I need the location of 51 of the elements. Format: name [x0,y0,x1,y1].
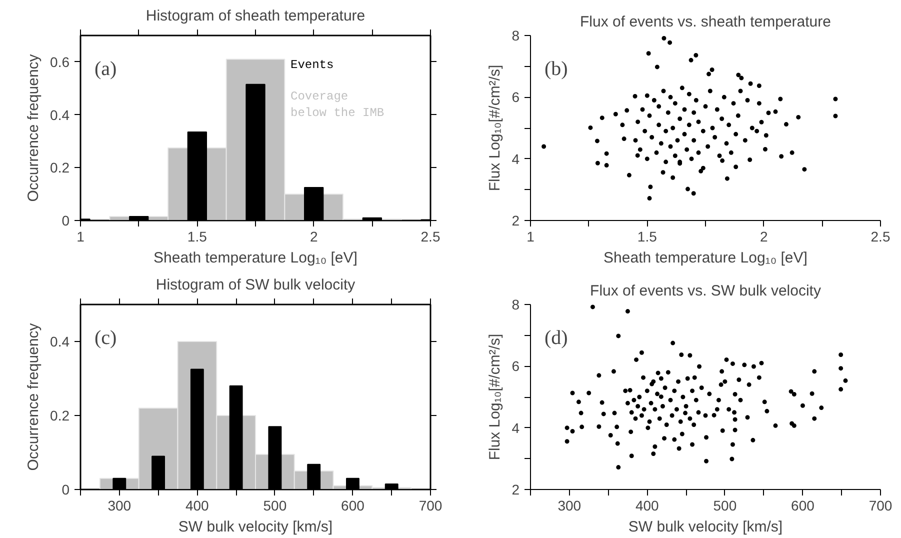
x-tick-label: 700 [868,498,892,514]
x-tick-label: 2 [310,228,318,244]
y-tick-label: 4 [512,150,520,167]
y-tick-label: 2 [512,212,520,228]
text: Events [290,58,334,72]
x-tick-label: 1 [76,228,85,244]
annotation: (a) [94,58,117,80]
series-label: Coverage below the IMB [290,90,384,120]
x-tick-label: 300 [108,498,132,514]
y-tick-label: 0 [62,212,70,228]
chart-title: Flux of events vs. SW bulk velocity [590,282,822,300]
annotation: (d) [544,326,568,349]
y-tick-label: 6 [512,89,520,106]
x-tick-label: 600 [791,498,815,514]
x-tick-label: 1.5 [187,228,208,244]
x-tick-label: 2.5 [420,228,440,244]
x-axis-title: SW bulk velocity [km/s] [628,518,783,536]
chart-title: Histogram of SW bulk velocity [156,276,356,294]
x-tick-label: 1.5 [637,228,658,244]
x-axis-title: Sheath temperature Log₁₀ [eV] [604,250,808,266]
chart-title: Flux of events vs. sheath temperature [580,14,831,30]
x-tick-label: 700 [418,498,442,514]
y-axis-title: Flux Log₁₀[#/cm²/s] [486,334,504,460]
chart-title: Histogram of sheath temperature [146,8,366,24]
x-tick-label: 2.5 [870,228,890,244]
x-tick-label: 300 [558,498,582,514]
x-tick-label: 500 [713,498,737,514]
x-tick-label: 1 [526,228,535,244]
annotation: (b) [544,58,568,80]
y-tick-label: 4 [512,420,520,436]
y-axis-title: Occurrence frequency [25,322,42,471]
y-tick-label: 0 [62,482,70,498]
x-tick-label: 500 [263,498,287,514]
annotation: (c) [94,326,117,349]
x-tick-label: 600 [341,498,365,514]
x-tick-label: 400 [185,498,210,514]
y-axis-title: Flux Log₁₀[#/cm²/s] [486,64,504,192]
y-tick-label: 8 [512,28,520,44]
y-tick-label: 0.2 [50,160,70,176]
x-axis-title: Sheath temperature Log₁₀ [eV] [154,250,358,266]
y-tick-label: 6 [512,358,520,374]
y-tick-label: 8 [512,296,520,312]
y-tick-label: 0.4 [50,334,70,350]
y-tick-label: 2 [512,482,520,498]
y-axis-title: Occurrence frequency [25,54,42,202]
x-tick-label: 400 [635,498,660,514]
y-tick-label: 0.6 [50,54,70,70]
y-tick-label: 0.4 [50,106,70,123]
y-tick-label: 0.2 [50,408,70,424]
x-axis-title: SW bulk velocity [km/s] [178,518,333,536]
x-tick-label: 2 [760,228,768,244]
